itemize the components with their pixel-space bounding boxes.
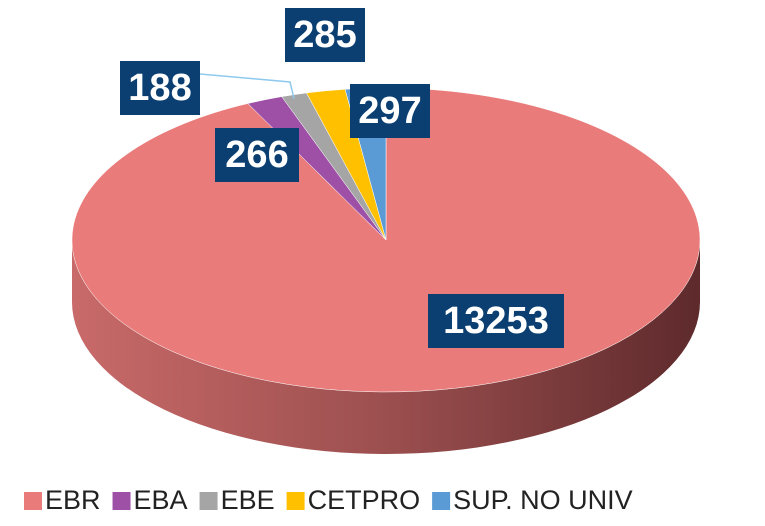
legend-swatch xyxy=(199,492,218,510)
data-label: 285 xyxy=(293,14,356,56)
label-box xyxy=(350,84,430,138)
legend-label: EBR xyxy=(45,485,101,515)
label-box xyxy=(120,61,200,115)
legend-swatch xyxy=(24,492,42,510)
legend-swatch xyxy=(112,492,131,510)
label-box xyxy=(215,128,299,182)
legend: EBR EBA EBE CETPRO SUP. NO UNIV xyxy=(24,485,633,515)
pie xyxy=(71,87,701,454)
legend-label: SUP. NO UNIV xyxy=(453,485,633,515)
legend-swatch xyxy=(286,492,305,510)
legend-swatch xyxy=(432,492,451,510)
label-box xyxy=(285,8,365,62)
leader-line xyxy=(199,73,295,99)
pie-side xyxy=(72,240,700,454)
data-label: 13253 xyxy=(443,300,549,342)
label-box xyxy=(428,294,564,348)
data-label: 297 xyxy=(358,90,421,132)
legend-label: EBE xyxy=(221,485,275,515)
data-label: 266 xyxy=(225,134,288,176)
legend-label: CETPRO xyxy=(308,485,421,515)
legend-label: EBA xyxy=(134,485,188,515)
data-label: 188 xyxy=(128,67,191,109)
